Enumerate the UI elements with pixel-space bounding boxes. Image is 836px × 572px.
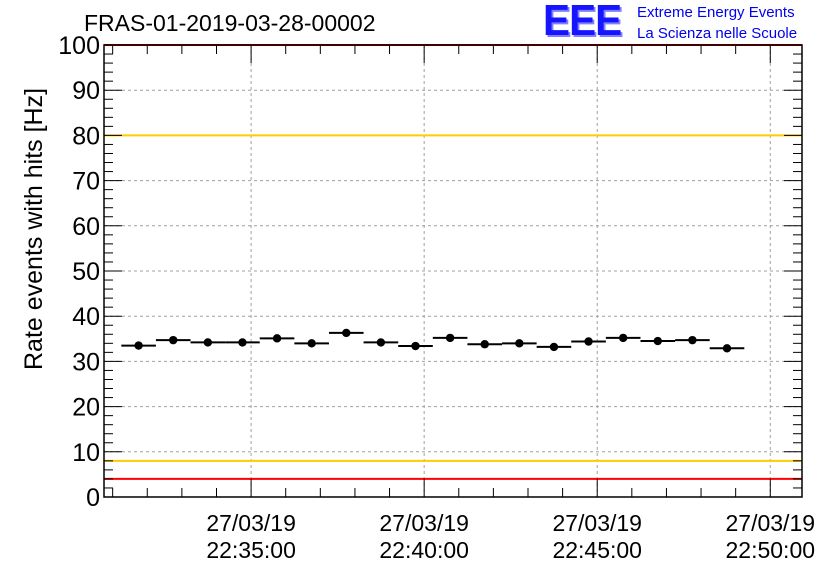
chart-title: FRAS-01-2019-03-28-00002 — [84, 10, 376, 36]
data-point — [722, 344, 732, 353]
y-tick-label: 90 — [72, 77, 100, 105]
data-point — [342, 328, 351, 338]
data-point — [549, 342, 559, 352]
data-point — [411, 341, 420, 351]
y-tick-label: 50 — [72, 258, 100, 286]
x-tick-label-time: 22:35:00 — [206, 537, 296, 563]
y-tick-label: 100 — [58, 32, 100, 60]
data-point — [134, 341, 143, 350]
y-tick-label: 60 — [72, 213, 100, 241]
y-tick-label: 10 — [72, 439, 100, 467]
y-tick-label: 40 — [72, 303, 100, 331]
x-tick-label-time: 22:50:00 — [726, 537, 816, 563]
data-point — [272, 334, 282, 343]
data-point — [445, 333, 455, 343]
data-point — [688, 335, 697, 345]
data-point — [376, 338, 386, 347]
data-point — [203, 338, 213, 347]
data-point — [653, 336, 662, 346]
data-point — [169, 335, 178, 345]
y-tick-label: 20 — [72, 394, 100, 422]
data-point — [480, 340, 489, 349]
logo-caption-line1: Extreme Energy Events — [637, 4, 795, 21]
x-tick-label-date: 27/03/19 — [726, 510, 816, 536]
data-point — [515, 339, 524, 348]
x-tick-label-date: 27/03/19 — [206, 510, 296, 536]
logo-caption-line2: La Scienza nelle Scuole — [637, 25, 798, 42]
y-tick-label: 70 — [72, 168, 100, 196]
data-point — [238, 338, 247, 347]
data-point — [618, 333, 628, 343]
y-tick-label: 0 — [86, 484, 100, 512]
x-tick-label-time: 22:40:00 — [379, 537, 469, 563]
x-tick-label-time: 22:45:00 — [552, 537, 642, 563]
data-point — [584, 337, 593, 346]
y-tick-label: 80 — [72, 122, 100, 150]
y-tick-label: 30 — [72, 348, 100, 376]
eee-logo: EEE — [543, 0, 622, 45]
data-point — [307, 339, 316, 348]
x-tick-label-date: 27/03/19 — [379, 510, 469, 536]
x-tick-label-date: 27/03/19 — [552, 510, 642, 536]
